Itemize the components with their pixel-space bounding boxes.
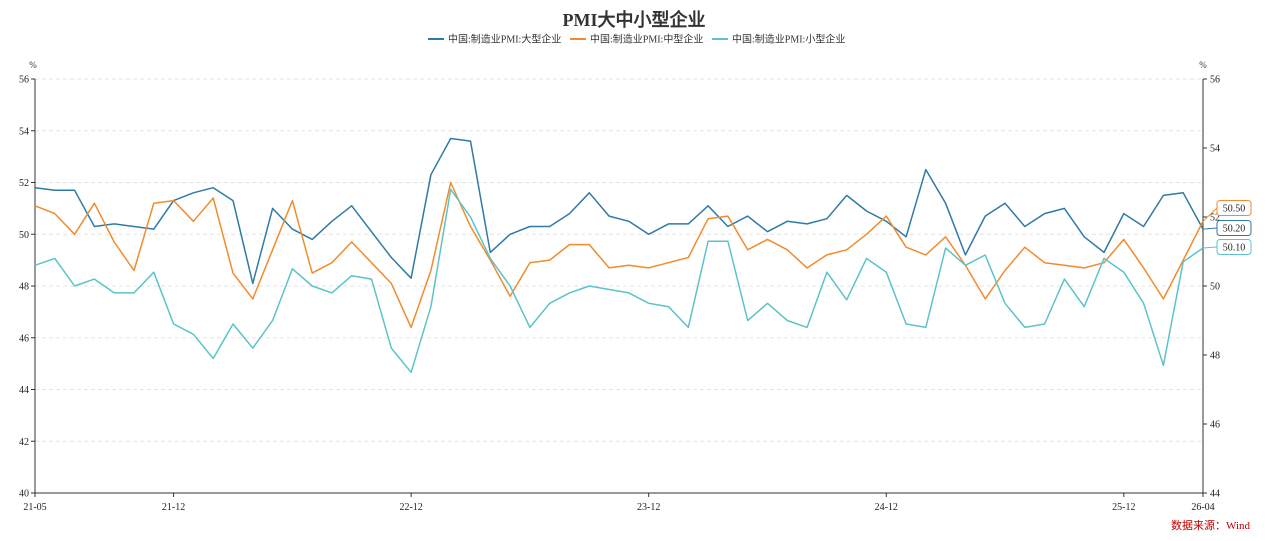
x-axis-ticks: 21-05 21-12 22-12 23-12 24-12 25-12 26-04 <box>23 493 1215 513</box>
end-label-connector <box>1202 207 1218 222</box>
left-y-axis-ticks: 40 42 44 46 48 50 52 54 56 <box>19 75 35 500</box>
legend: 中国:制造业PMI:大型企业 中国:制造业PMI:中型企业 中国:制造业PMI:小型… <box>428 33 845 46</box>
right-axis-unit: % <box>1199 60 1207 70</box>
end-value-labels: 50.50 50.20 50.10 <box>1202 200 1252 255</box>
series-line-2 <box>34 181 1204 329</box>
left-tick-label: 42 <box>19 437 29 448</box>
left-tick-label: 48 <box>19 282 29 293</box>
right-tick-label: 44 <box>1210 489 1220 500</box>
end-label-value: 50.50 <box>1223 204 1246 215</box>
right-tick-label: 54 <box>1210 144 1220 155</box>
end-label-box <box>1216 200 1252 216</box>
end-label-connector <box>1202 227 1218 230</box>
series-line-3 <box>34 188 1204 374</box>
legend-label: 中国:制造业PMI:大型企业 <box>448 33 561 46</box>
x-tick-label: 22-12 <box>399 502 422 513</box>
x-tick-label: 21-05 <box>23 502 46 513</box>
x-tick-label: 25-12 <box>1112 502 1135 513</box>
left-axis-unit: % <box>29 60 37 70</box>
legend-label: 中国:制造业PMI:小型企业 <box>732 33 845 46</box>
left-tick-label: 56 <box>19 75 29 86</box>
left-tick-label: 44 <box>19 385 29 396</box>
left-tick-label: 54 <box>19 126 29 137</box>
source-note: 数据来源：Wind <box>1171 518 1250 532</box>
series-lines <box>34 137 1204 374</box>
series-line-1 <box>34 137 1204 285</box>
right-tick-label: 52 <box>1210 213 1220 224</box>
x-tick-label: 23-12 <box>637 502 660 513</box>
grid-lines <box>35 78 1203 494</box>
right-tick-label: 48 <box>1210 351 1220 362</box>
legend-label: 中国:制造业PMI:中型企业 <box>590 33 703 46</box>
right-y-axis-ticks: 44 46 48 50 52 54 56 <box>1203 75 1220 500</box>
right-tick-label: 50 <box>1210 282 1220 293</box>
left-tick-label: 50 <box>19 230 29 241</box>
right-tick-label: 56 <box>1210 75 1220 86</box>
x-tick-label: 21-12 <box>162 502 185 513</box>
end-label-box <box>1216 220 1252 236</box>
chart-title: PMI大中小型企业 <box>563 9 706 30</box>
end-label-value: 50.20 <box>1223 224 1246 235</box>
x-tick-label: 26-04 <box>1191 502 1214 513</box>
end-label-box <box>1216 239 1252 255</box>
end-label-connector <box>1202 246 1218 249</box>
left-tick-label: 52 <box>19 178 29 189</box>
right-tick-label: 46 <box>1210 420 1220 431</box>
left-tick-label: 46 <box>19 333 29 344</box>
x-tick-label: 24-12 <box>875 502 898 513</box>
left-tick-label: 40 <box>19 489 29 500</box>
end-label-value: 50.10 <box>1223 243 1246 254</box>
